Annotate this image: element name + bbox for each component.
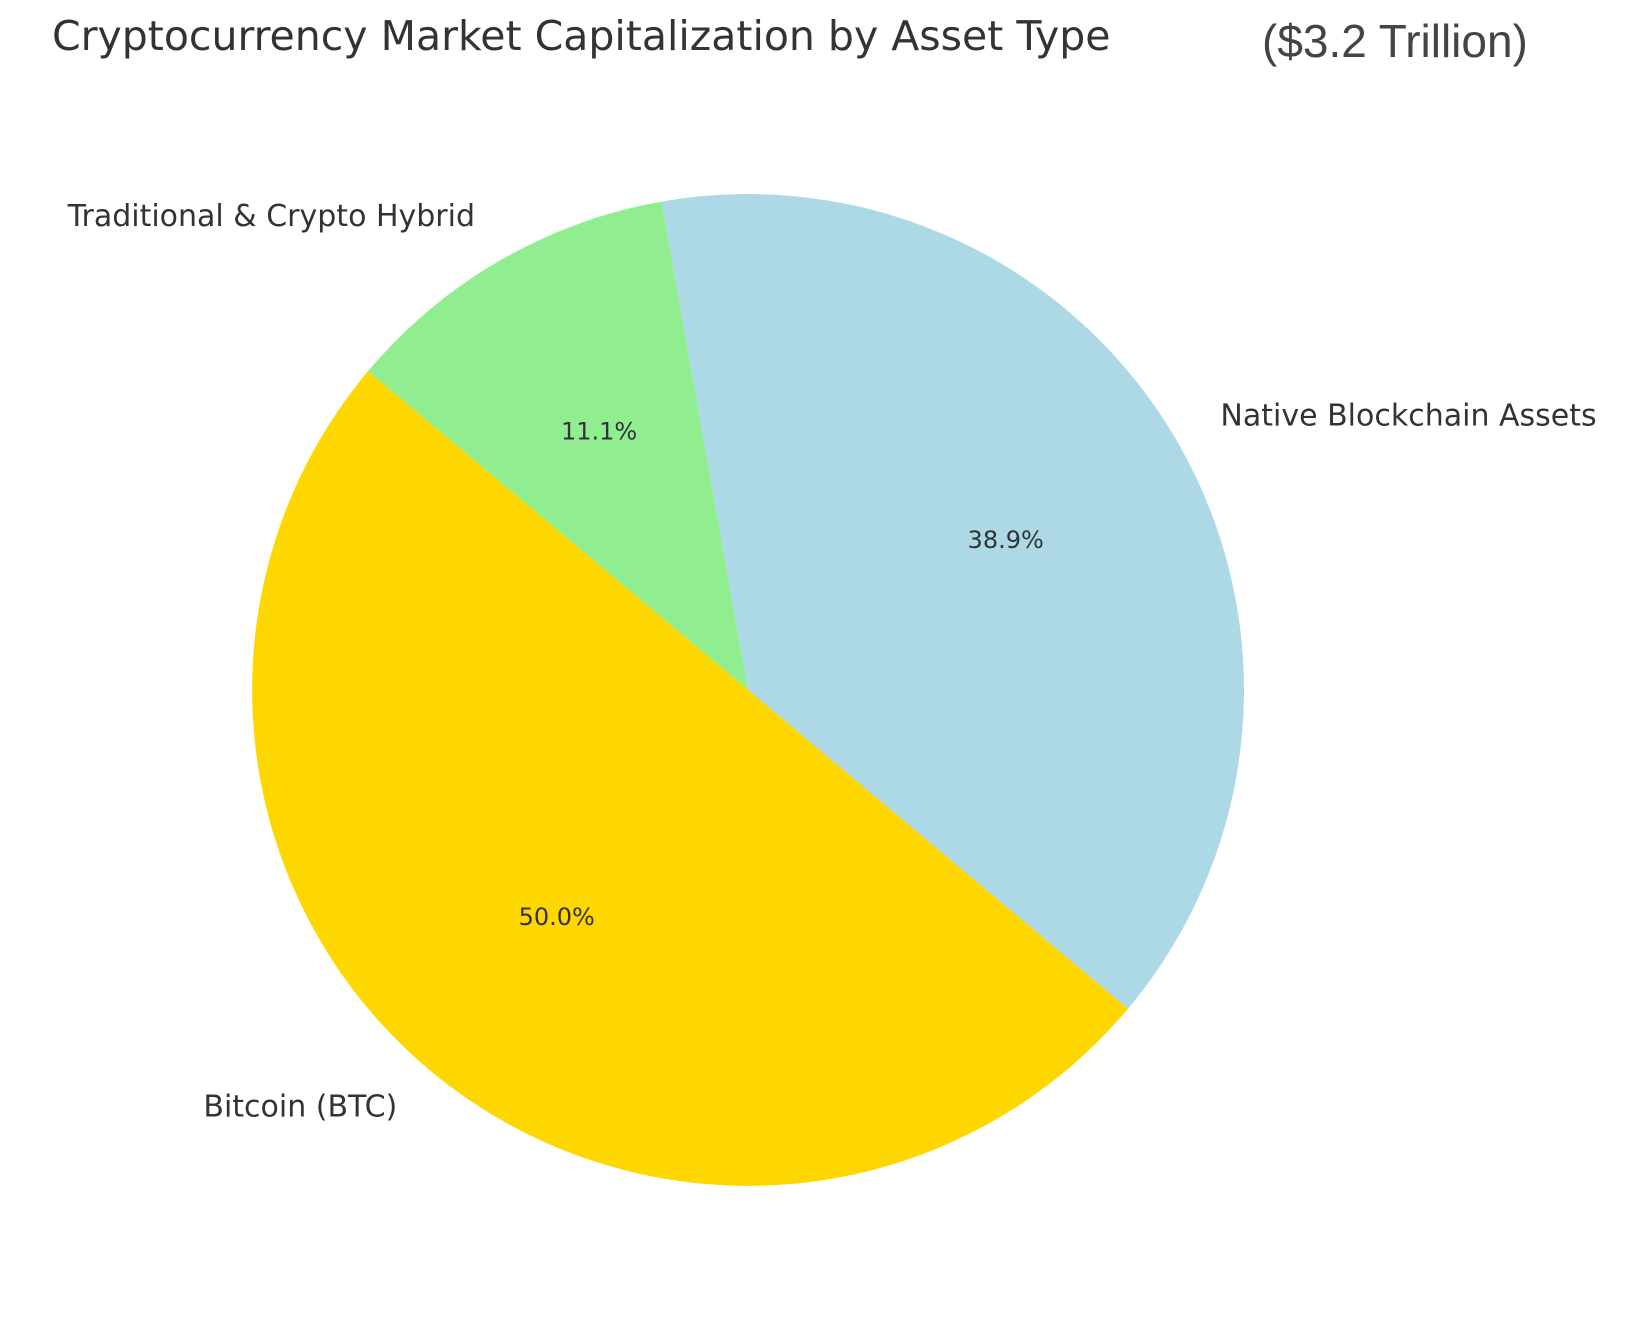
slice-percent-label: 38.9%	[968, 526, 1044, 554]
slice-percent-label: 11.1%	[561, 417, 637, 445]
pie-slices	[252, 193, 1244, 1186]
pie-slice-0	[661, 193, 1244, 1009]
pie-labels: 38.9% Native Blockchain Assets 11.1% Tradit…	[67, 199, 1597, 1124]
slice-category-label: Traditional & Crypto Hybrid	[67, 199, 475, 234]
chart-title: Cryptocurrency Market Capitalization by …	[52, 12, 1111, 60]
pie-slice-2	[252, 371, 1128, 1186]
pie-slice-1	[368, 201, 748, 691]
slice-category-label: Native Blockchain Assets	[1220, 399, 1596, 434]
chart-subtitle: ($3.2 Trillion)	[1262, 15, 1528, 67]
slice-category-label: Bitcoin (BTC)	[203, 1089, 397, 1124]
slice-percent-label: 50.0%	[519, 903, 595, 931]
